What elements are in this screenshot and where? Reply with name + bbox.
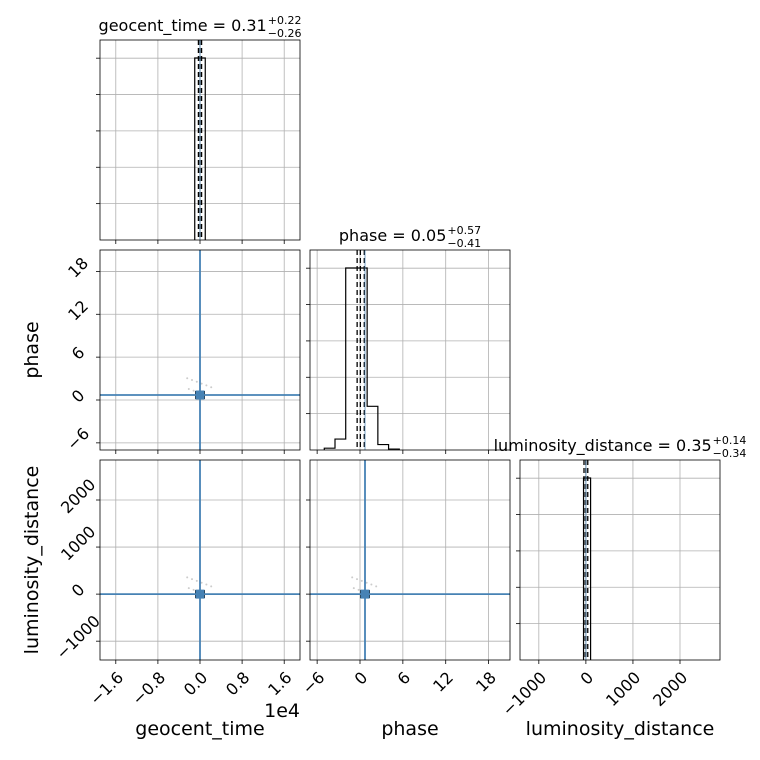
title-text: phase = 0.05: [339, 226, 446, 245]
grid-layer: [100, 40, 720, 660]
title-minus: −0.41: [447, 237, 481, 250]
x-tick-label: 12: [429, 668, 457, 696]
y-tick-label: 12: [64, 296, 92, 324]
truth-marker: [195, 390, 205, 400]
sample-point: [200, 581, 203, 584]
x-tick-label: 0: [577, 668, 598, 689]
x-tick-label: 0.8: [222, 668, 253, 699]
title-plus: +0.14: [713, 434, 747, 447]
x-axis-label-luminosity_distance: luminosity_distance: [526, 718, 715, 740]
sample-point: [191, 578, 193, 581]
x-tick-label: 0: [351, 668, 372, 689]
sample-point: [375, 585, 378, 588]
x-axis-label-geocent_time: geocent_time: [135, 718, 264, 740]
panel-title-phase: phase = 0.05 +0.57−0.41: [339, 224, 481, 250]
histogram-phase: [323, 267, 400, 450]
sample-point: [192, 389, 195, 392]
axes-frame-2-2: [519, 459, 721, 661]
y-tick-label: 1000: [57, 522, 99, 564]
title-minus: −0.26: [268, 27, 302, 40]
x-offset-label: 1e4: [264, 700, 300, 722]
y-tick-label: −1000: [52, 611, 104, 663]
y-tick-label: 18: [64, 254, 92, 282]
title-minus: −0.34: [713, 447, 747, 460]
sample-point: [210, 585, 213, 588]
sample-point: [205, 384, 208, 387]
x-tick-label: −1000: [498, 668, 550, 720]
sample-point: [195, 380, 198, 383]
x-axis-label-phase: phase: [381, 718, 438, 740]
sample-point: [352, 587, 355, 590]
data-layer: [100, 40, 592, 660]
sample-point: [360, 579, 363, 582]
y-tick-label: 0: [68, 580, 89, 601]
x-tick-label: 0.0: [180, 668, 211, 699]
axes-frames: [96, 39, 721, 664]
sample-point: [210, 386, 213, 389]
title-plus: +0.22: [268, 14, 302, 27]
sample-point: [195, 579, 198, 582]
sample-point: [205, 583, 208, 586]
axes-frame-2-1: [309, 459, 511, 661]
sample-point: [192, 588, 195, 591]
title-text: luminosity_distance = 0.35: [494, 436, 712, 456]
x-tick-label: −1.6: [86, 668, 127, 709]
x-tick-label: −0.8: [128, 668, 169, 709]
y-tick-label: 6: [68, 343, 89, 364]
sample-point: [186, 576, 189, 579]
sample-point: [186, 377, 189, 380]
x-tick-label: 1000: [602, 668, 644, 710]
sample-point: [187, 388, 190, 390]
panel-title-luminosity_distance: luminosity_distance = 0.35 +0.14−0.34: [494, 434, 747, 460]
y-axis-label-luminosity_distance: luminosity_distance: [21, 466, 43, 655]
axes-frame-1-1: [309, 249, 511, 451]
x-tick-label: 2000: [649, 668, 691, 710]
x-tick-label: −6: [298, 668, 328, 698]
sample-point: [191, 379, 193, 381]
y-axis-label-phase: phase: [21, 321, 43, 378]
y-tick-label: −6: [63, 424, 93, 454]
sample-point: [187, 587, 190, 590]
y-tick-label: 0: [68, 386, 89, 407]
x-tick-label: 18: [472, 668, 500, 696]
title-text: geocent_time = 0.31: [99, 16, 267, 36]
title-plus: +0.57: [447, 224, 481, 237]
y-tick-label: 2000: [57, 475, 99, 517]
sample-point: [365, 581, 368, 584]
sample-point: [357, 588, 360, 591]
sample-point: [351, 576, 354, 579]
truth-marker: [195, 589, 205, 599]
sample-point: [356, 578, 358, 581]
x-tick-label: 6: [394, 668, 415, 689]
truth-marker: [360, 589, 370, 599]
panel-title-geocent_time: geocent_time = 0.31 +0.22−0.26: [99, 14, 302, 40]
sample-point: [370, 583, 373, 586]
x-tick-label: 1.6: [264, 668, 295, 699]
sample-point: [200, 382, 203, 385]
